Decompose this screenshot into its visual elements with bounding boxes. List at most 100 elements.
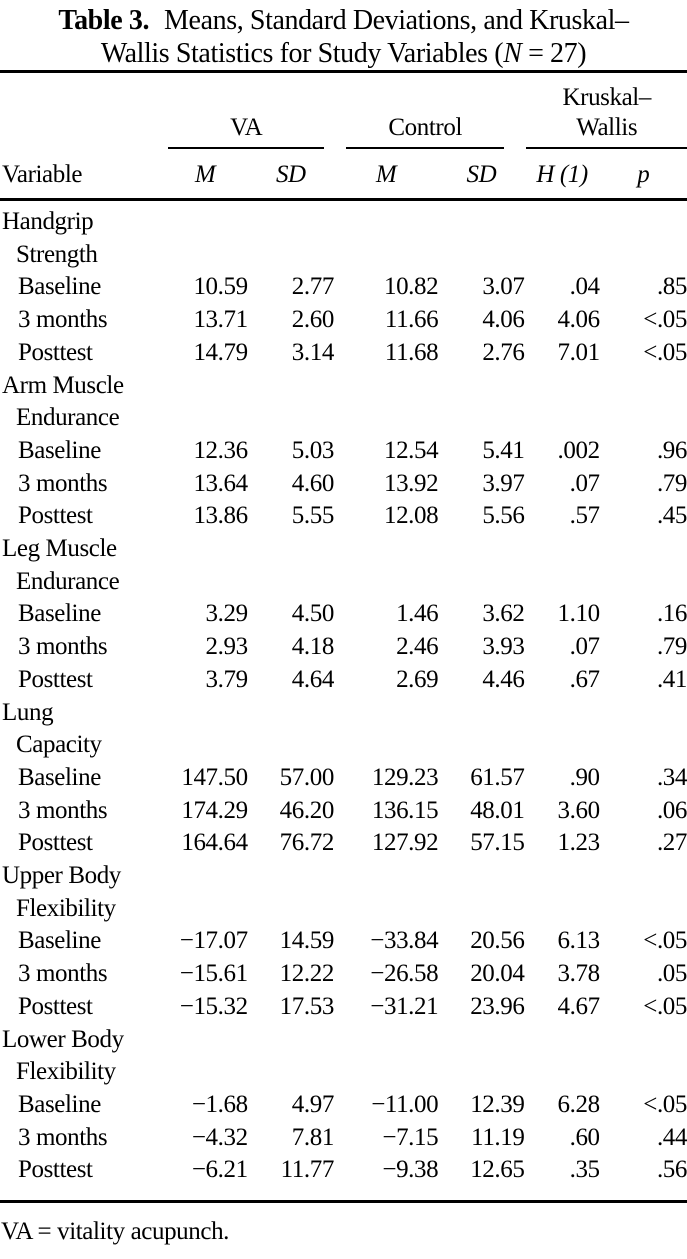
section-name-line: Leg Muscle xyxy=(2,535,117,563)
cell-value: 57.00 xyxy=(279,763,335,791)
cell-value: .67 xyxy=(569,665,600,693)
cell-value: 1.23 xyxy=(557,829,601,857)
cell-value: −15.32 xyxy=(179,992,248,1020)
cell-value: .79 xyxy=(656,469,687,497)
col-group-control-label: Control xyxy=(345,113,505,149)
row-label: Posttest xyxy=(18,992,93,1020)
cell-value: .45 xyxy=(656,502,687,530)
cell-value: .85 xyxy=(656,273,687,301)
va-mean-header: M xyxy=(162,149,248,201)
cell-value: 12.22 xyxy=(279,960,335,988)
data-row: Baseline 10.59 2.77 10.82 3.07 .04 .85 xyxy=(0,271,687,304)
row-label: Posttest xyxy=(18,829,93,857)
cell-value: <.05 xyxy=(643,927,687,955)
cell-value: 13.86 xyxy=(193,502,248,530)
cell-value: 20.56 xyxy=(470,927,525,955)
section-name-line: Handgrip xyxy=(2,208,94,235)
kruskal-line1: Kruskal– xyxy=(562,84,652,111)
cell-value: −1.68 xyxy=(191,1090,248,1118)
va-sd-header: SD xyxy=(247,149,334,201)
cell-value: 4.18 xyxy=(291,633,335,661)
cell-value: 4.06 xyxy=(482,306,525,334)
cell-value: .60 xyxy=(569,1123,600,1151)
cell-value: 11.66 xyxy=(384,306,439,334)
cell-value: −6.21 xyxy=(191,1156,248,1184)
cell-value: 1.10 xyxy=(557,600,601,628)
table-title-line2: Wallis Statistics for Study Variables (N… xyxy=(0,37,687,70)
row-label: Baseline xyxy=(18,927,101,955)
table-body: Handgrip Strength Baseline 10.59 2.77 10.82 3.… xyxy=(0,200,687,1202)
section-name-line: Lung xyxy=(2,698,54,726)
cell-value: 6.28 xyxy=(557,1090,601,1118)
cell-value: 5.03 xyxy=(291,436,335,464)
data-row: 3 months 174.29 46.20 136.15 48.01 3.60 .06 xyxy=(0,795,687,828)
section-header-row: Handgrip xyxy=(0,200,687,239)
cell-value: .07 xyxy=(569,633,600,661)
p-value-header: p xyxy=(599,149,687,201)
section-name-line: Capacity xyxy=(16,731,102,759)
cell-value: 4.97 xyxy=(291,1090,335,1118)
cell-value: .002 xyxy=(557,436,601,464)
section-name-line: Strength xyxy=(16,240,98,268)
row-label: 3 months xyxy=(18,306,108,334)
cell-value: <.05 xyxy=(643,338,687,366)
section-header-row: Arm Muscle xyxy=(0,370,687,403)
cell-value: 7.81 xyxy=(291,1123,335,1151)
cell-value: 12.08 xyxy=(383,502,439,530)
cell-value: 4.60 xyxy=(291,469,335,497)
cell-value: .56 xyxy=(656,1156,687,1184)
cell-value: .96 xyxy=(656,436,687,464)
data-row: Posttest −15.32 17.53 −31.21 23.96 4.67 <.05 xyxy=(0,991,687,1024)
table-title: Table 3. Means, Standard Deviations, and … xyxy=(0,0,687,70)
section-header-row: Capacity xyxy=(0,729,687,762)
data-row: Posttest 14.79 3.14 11.68 2.76 7.01 <.05 xyxy=(0,337,687,370)
section-name-line: Lower Body xyxy=(2,1025,124,1053)
cell-value: 13.64 xyxy=(193,469,248,497)
cell-value: 5.41 xyxy=(482,436,525,464)
col-group-va: VA xyxy=(162,72,333,149)
data-row: Posttest 3.79 4.64 2.69 4.46 .67 .41 xyxy=(0,664,687,697)
cell-value: 5.56 xyxy=(482,502,525,530)
cell-value: 174.29 xyxy=(181,796,248,824)
cell-value: .27 xyxy=(656,829,687,857)
data-row: 3 months 13.71 2.60 11.66 4.06 4.06 <.05 xyxy=(0,304,687,337)
cell-value: −7.15 xyxy=(382,1123,439,1151)
section-name-line: Upper Body xyxy=(2,862,121,890)
data-row: 3 months 2.93 4.18 2.46 3.93 .07 .79 xyxy=(0,631,687,664)
cell-value: 13.71 xyxy=(193,306,248,334)
row-label: Baseline xyxy=(18,436,101,464)
cell-value: 3.79 xyxy=(205,665,249,693)
cell-value: 23.96 xyxy=(470,992,525,1020)
table-number-label: Table 3. xyxy=(58,5,150,36)
cell-value: −15.61 xyxy=(179,960,248,988)
cell-value: 2.46 xyxy=(396,633,439,661)
cell-value: 11.77 xyxy=(280,1156,335,1184)
row-label: 3 months xyxy=(18,960,108,988)
cell-value: 10.59 xyxy=(193,273,248,301)
data-row: Baseline −17.07 14.59 −33.84 20.56 6.13 <.05 xyxy=(0,925,687,958)
cell-value: 17.53 xyxy=(279,992,335,1020)
data-row: 3 months −15.61 12.22 −26.58 20.04 3.78 .05 xyxy=(0,958,687,991)
cell-value: 11.68 xyxy=(384,338,439,366)
section-header-row: Upper Body xyxy=(0,860,687,893)
col-group-control: Control xyxy=(334,72,525,149)
row-label: 3 months xyxy=(18,633,108,661)
cell-value: .07 xyxy=(569,469,600,497)
sample-size-symbol: N xyxy=(503,38,522,69)
cell-value: .79 xyxy=(656,633,687,661)
cell-value: −33.84 xyxy=(370,927,439,955)
row-label: Posttest xyxy=(18,1156,93,1184)
control-mean-header: M xyxy=(333,149,439,201)
row-label: 3 months xyxy=(18,796,108,824)
row-label: 3 months xyxy=(18,469,108,497)
table-footnote: VA = vitality acupunch. xyxy=(1,1218,230,1246)
data-row: 3 months 13.64 4.60 13.92 3.97 .07 .79 xyxy=(0,468,687,501)
col-group-va-label: VA xyxy=(168,113,324,149)
data-row: Posttest −6.21 11.77 −9.38 12.65 .35 .56 xyxy=(0,1154,687,1201)
cell-value: 11.19 xyxy=(471,1123,525,1151)
sample-size-value: = 27) xyxy=(521,38,587,69)
table-caption-line2: Wallis Statistics for Study Variables ( xyxy=(100,38,504,69)
cell-value: 4.06 xyxy=(557,306,601,334)
cell-value: −17.07 xyxy=(179,927,248,955)
